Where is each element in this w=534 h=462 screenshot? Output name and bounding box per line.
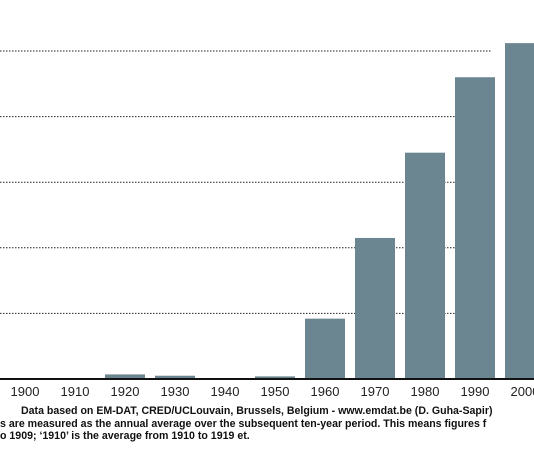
gridlines bbox=[0, 50, 492, 314]
x-tick-label-1990: 1990 bbox=[461, 384, 490, 399]
bar-1920 bbox=[105, 374, 145, 379]
x-tick-label-2000: 2000 bbox=[511, 384, 534, 399]
source-line-1: Data based on EM-DAT, CRED/UCLouvain, Br… bbox=[21, 405, 493, 417]
bar-1930 bbox=[155, 375, 195, 379]
bar-1960 bbox=[305, 318, 345, 379]
source-line-3: o 1909; ‘1910’ is the average from 1910 … bbox=[0, 430, 250, 442]
x-tick-label-1900: 1900 bbox=[11, 384, 40, 399]
x-tick-label-1930: 1930 bbox=[161, 384, 190, 399]
x-tick-label-1960: 1960 bbox=[311, 384, 340, 399]
x-tick-label-1970: 1970 bbox=[361, 384, 390, 399]
source-note: Data based on EM-DAT, CRED/UCLouvain, Br… bbox=[0, 405, 534, 443]
source-line-2: s are measured as the annual average ove… bbox=[0, 417, 487, 430]
bars bbox=[105, 43, 534, 380]
x-tick-label-1980: 1980 bbox=[411, 384, 440, 399]
x-tick-label-1920: 1920 bbox=[111, 384, 140, 399]
x-tick-label-1940: 1940 bbox=[211, 384, 240, 399]
bar-chart: 1900 1910 1920 1930 1940 1950 1960 1970 1980 1990… bbox=[0, 43, 534, 399]
x-tick-label-1950: 1950 bbox=[261, 384, 290, 399]
bar-1990 bbox=[455, 77, 495, 380]
bar-2000 bbox=[505, 43, 534, 380]
bar-1970 bbox=[355, 237, 395, 379]
bar-1950 bbox=[255, 376, 295, 379]
bar-1980 bbox=[405, 152, 445, 379]
x-tick-labels: 1900 1910 1920 1930 1940 1950 1960 1970 1980 1990… bbox=[11, 384, 534, 399]
x-tick-label-1910: 1910 bbox=[61, 384, 90, 399]
